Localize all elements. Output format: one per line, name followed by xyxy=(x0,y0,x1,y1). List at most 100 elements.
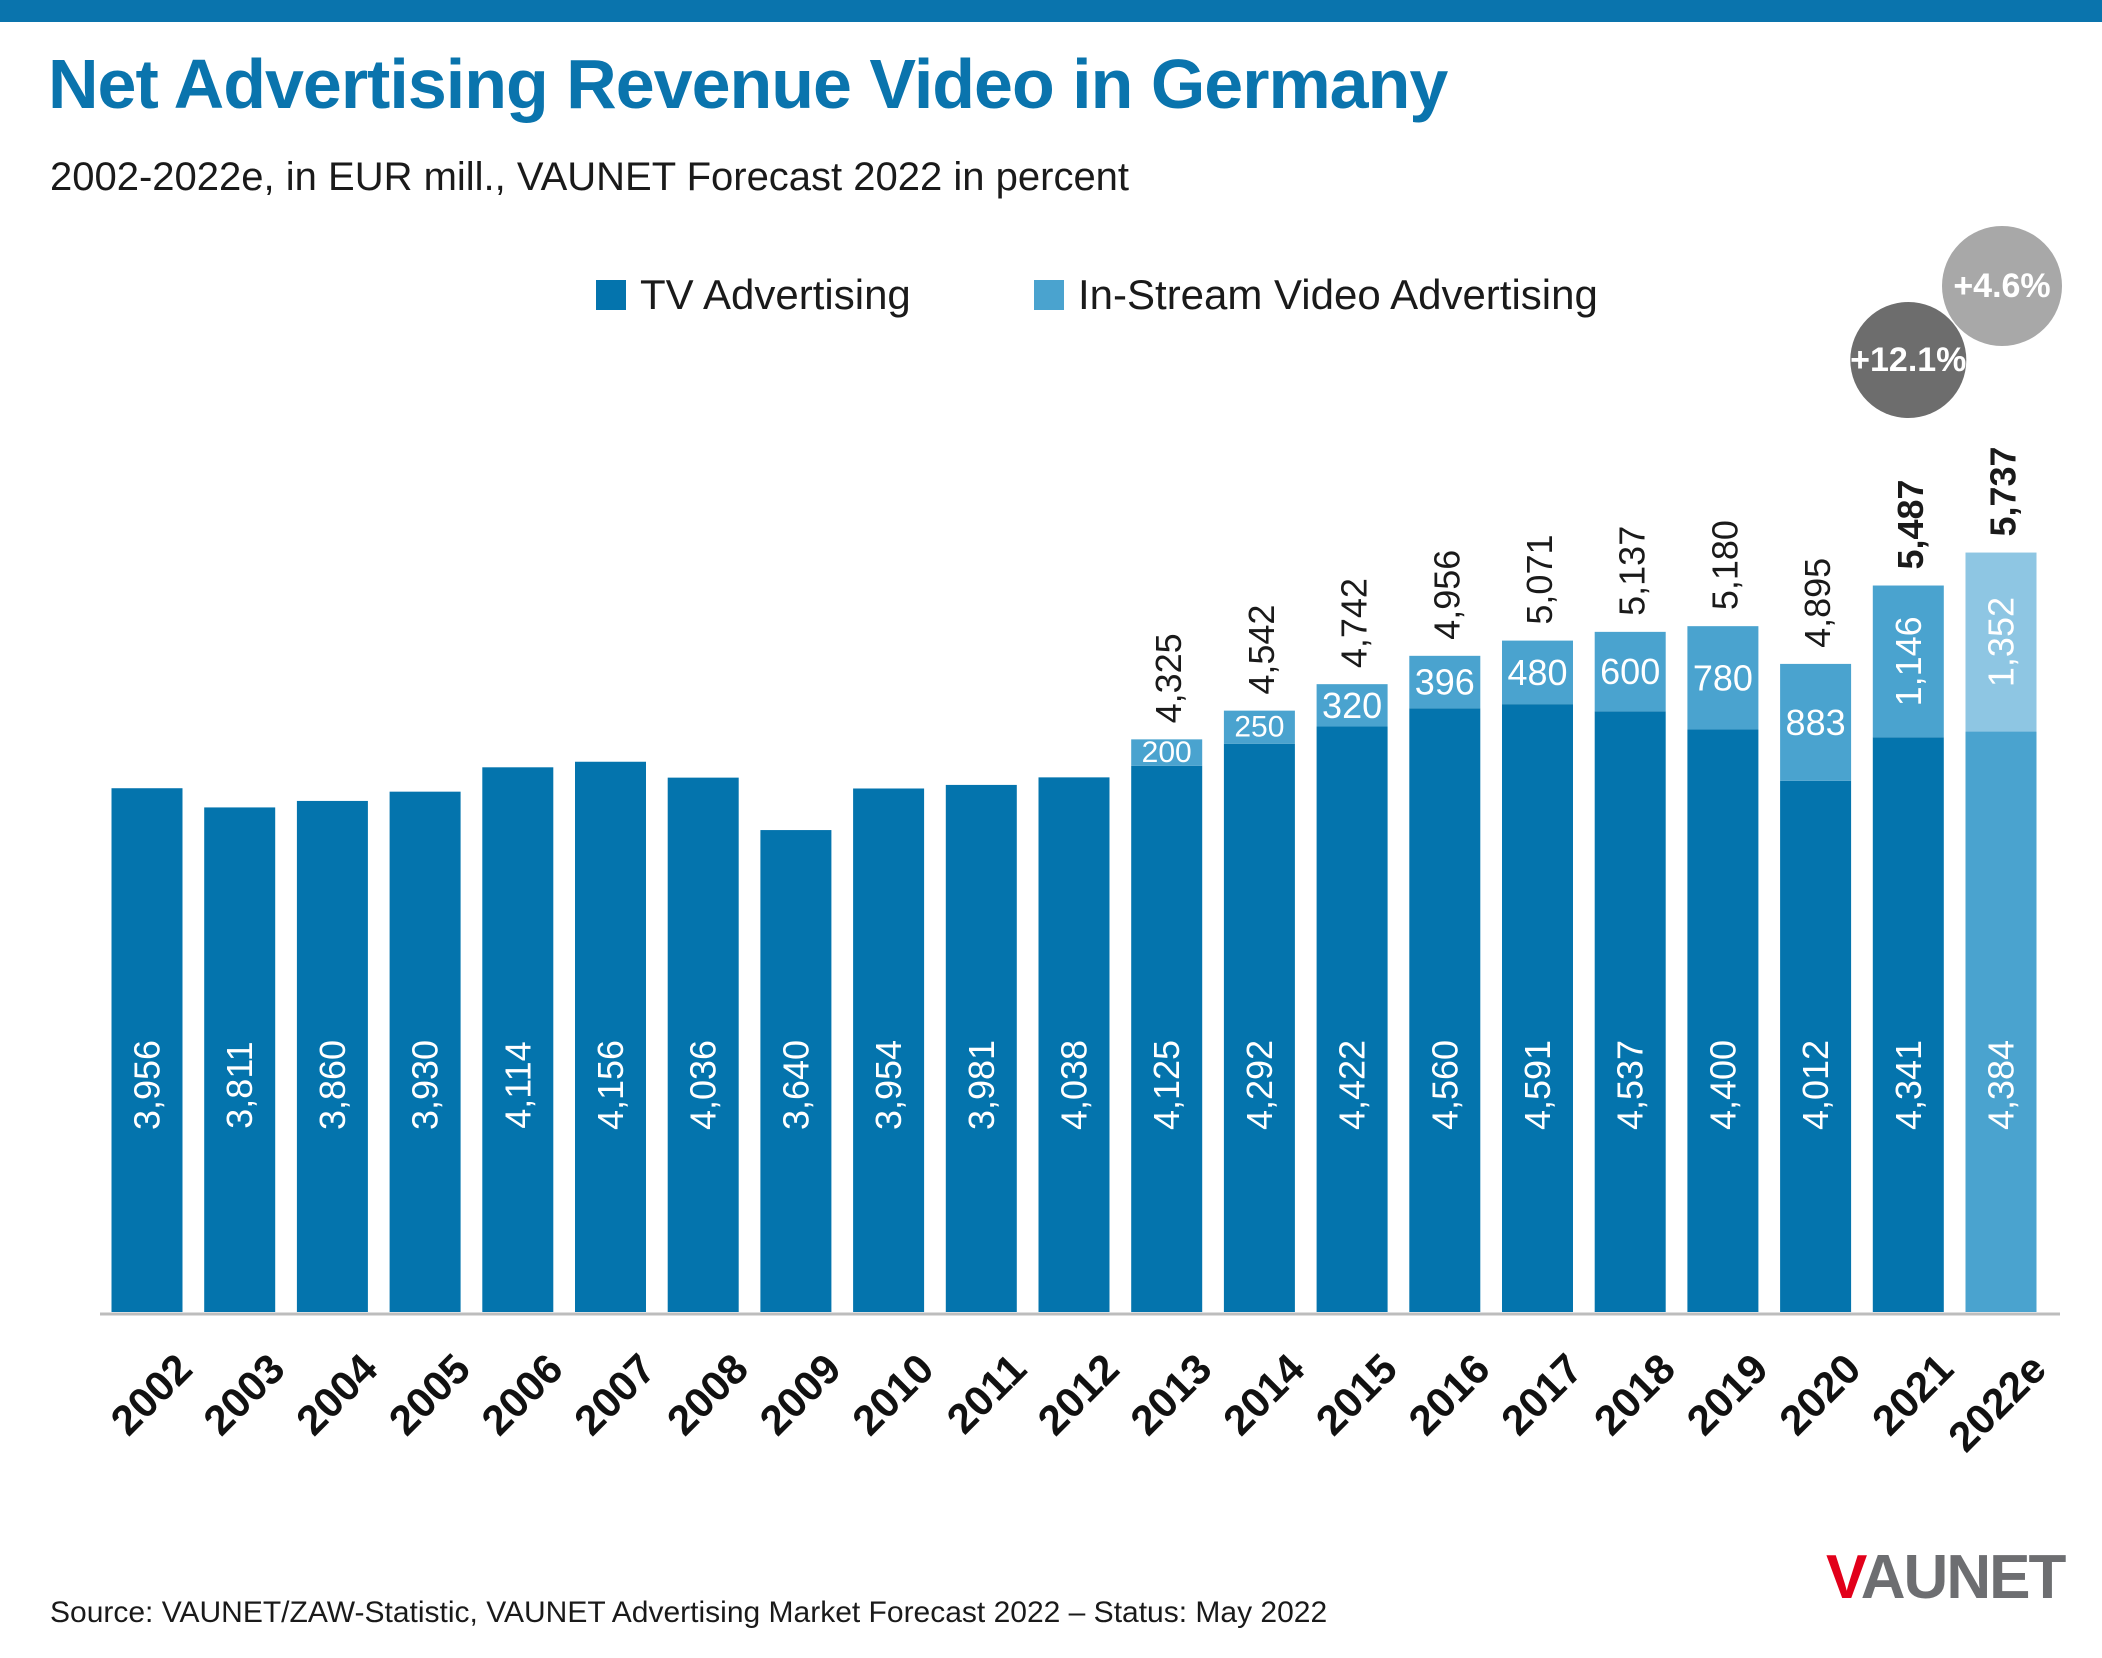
total-label-2021: 5,487 xyxy=(1890,479,1931,569)
value-label-tv-2004: 3,860 xyxy=(312,1040,353,1130)
value-label-tv-2016: 4,560 xyxy=(1424,1040,1465,1130)
bar-tv-2005 xyxy=(389,791,461,1312)
total-label-2018: 5,137 xyxy=(1612,526,1653,616)
value-label-tv-2008: 4,036 xyxy=(683,1040,724,1130)
x-tick-label-2015: 2015 xyxy=(1307,1345,1406,1444)
x-tick-label-2018: 2018 xyxy=(1585,1345,1684,1444)
bar-instream-2018 xyxy=(1594,631,1666,712)
source-note: Source: VAUNET/ZAW-Statistic, VAUNET Adv… xyxy=(50,1596,1328,1629)
chart-title: Net Advertising Revenue Video in Germany xyxy=(48,45,1448,123)
logo-v: V xyxy=(1826,1543,1863,1612)
bar-tv-2006 xyxy=(482,767,554,1312)
value-label-tv-2022e: 4,384 xyxy=(1981,1040,2022,1130)
bar-instream-2022e xyxy=(1965,552,2037,732)
value-label-tv-2007: 4,156 xyxy=(590,1040,631,1130)
x-tick-label-2012: 2012 xyxy=(1029,1345,1128,1444)
growth-badge-2022e xyxy=(1942,226,2062,346)
value-label-tv-2003: 3,811 xyxy=(219,1041,260,1128)
value-label-tv-2020: 4,012 xyxy=(1795,1040,1836,1130)
value-label-tv-2012: 4,038 xyxy=(1054,1040,1095,1130)
bar-tv-2002 xyxy=(111,788,183,1312)
bar-instream-2021 xyxy=(1872,585,1944,738)
value-label-tv-2006: 4,114 xyxy=(497,1041,538,1128)
legend-label-instream: In-Stream Video Advertising xyxy=(1078,271,1598,318)
value-label-instream-2018: 600 xyxy=(1600,651,1660,692)
value-label-tv-2015: 4,422 xyxy=(1332,1040,1373,1130)
bar-tv-2013 xyxy=(1131,765,1203,1312)
bar-tv-2018 xyxy=(1594,711,1666,1312)
bar-tv-2015 xyxy=(1316,726,1388,1312)
growth-badges: +12.1% +4.6% xyxy=(1850,226,2062,418)
x-tick-label-2009: 2009 xyxy=(750,1345,849,1444)
bar-instream-2017 xyxy=(1502,640,1573,705)
bar-tv-2008 xyxy=(667,777,739,1312)
bar-instream-2016 xyxy=(1409,655,1481,709)
value-label-instream-2020: 883 xyxy=(1786,702,1846,743)
x-tick-label-2022e: 2022e xyxy=(1939,1345,2055,1461)
value-label-tv-2002: 3,956 xyxy=(127,1040,168,1130)
bar-instream-2013 xyxy=(1131,739,1203,766)
value-label-tv-2013: 4,125 xyxy=(1146,1040,1187,1130)
x-tick-label-2002: 2002 xyxy=(102,1345,201,1444)
x-tick-label-2013: 2013 xyxy=(1121,1345,1220,1444)
total-label-2020: 4,895 xyxy=(1797,558,1838,648)
x-tick-label-2004: 2004 xyxy=(287,1344,387,1444)
x-tick-label-2005: 2005 xyxy=(380,1345,479,1444)
bar-tv-2011 xyxy=(945,784,1017,1312)
bar-tv-2003 xyxy=(204,807,276,1312)
x-tick-label-2017: 2017 xyxy=(1492,1345,1591,1444)
legend-label-tv: TV Advertising xyxy=(640,271,911,318)
value-label-tv-2018: 4,537 xyxy=(1610,1040,1651,1130)
x-tick-label-2003: 2003 xyxy=(194,1345,293,1444)
value-label-tv-2011: 3,981 xyxy=(961,1040,1002,1130)
x-tick-label-2011: 2011 xyxy=(937,1345,1035,1443)
bar-instream-2020 xyxy=(1780,663,1852,781)
x-tick-label-2020: 2020 xyxy=(1770,1345,1869,1444)
bar-tv-2016 xyxy=(1409,708,1481,1312)
x-tick-label-2007: 2007 xyxy=(565,1345,664,1444)
bar-instream-2014 xyxy=(1223,710,1295,744)
x-tick-label-2010: 2010 xyxy=(843,1345,942,1444)
bar-tv-2007 xyxy=(575,761,646,1312)
value-label-tv-2019: 4,400 xyxy=(1702,1040,1743,1130)
value-label-instream-2013: 200 xyxy=(1142,736,1192,769)
value-label-instream-2016: 396 xyxy=(1415,662,1475,703)
value-label-instream-2015: 320 xyxy=(1322,685,1382,726)
total-label-2015: 4,742 xyxy=(1334,578,1375,668)
value-label-instream-2022e: 1,352 xyxy=(1981,597,2022,687)
top-accent-bar xyxy=(0,0,2102,22)
vaunet-logo: VAUNET xyxy=(1826,1542,2066,1613)
value-label-tv-2017: 4,591 xyxy=(1517,1040,1558,1130)
total-label-2014: 4,542 xyxy=(1241,605,1282,695)
x-tick-label-2016: 2016 xyxy=(1399,1345,1498,1444)
growth-badge-label-2022e: +4.6% xyxy=(1953,267,2050,305)
value-label-instream-2021: 1,146 xyxy=(1888,616,1929,706)
value-label-instream-2019: 780 xyxy=(1693,657,1753,698)
bar-instream-2019 xyxy=(1687,626,1759,730)
value-label-instream-2017: 480 xyxy=(1507,652,1567,693)
legend: TV Advertising In-Stream Video Advertisin… xyxy=(596,271,1598,318)
total-label-2013: 4,325 xyxy=(1148,633,1189,723)
growth-badge-label-2021: +12.1% xyxy=(1850,341,1966,379)
bar-instream-2015 xyxy=(1316,684,1388,727)
value-label-tv-2014: 4,292 xyxy=(1239,1040,1280,1130)
x-tick-label-2006: 2006 xyxy=(472,1345,571,1444)
bar-tv-2014 xyxy=(1223,743,1295,1312)
legend-swatch-instream xyxy=(1034,280,1064,310)
value-label-tv-2009: 3,640 xyxy=(775,1040,816,1130)
x-tick-label-2008: 2008 xyxy=(658,1345,757,1444)
total-label-2019: 5,180 xyxy=(1704,520,1745,610)
total-label-2016: 4,956 xyxy=(1426,550,1467,640)
x-tick-label-2019: 2019 xyxy=(1677,1345,1776,1444)
bar-tv-2012 xyxy=(1038,777,1110,1312)
bar-tv-2022e xyxy=(1965,731,2037,1312)
bars: 3,956 3,811 3,860 3,930 4,114 4,156 4,036 3,640… xyxy=(111,446,2037,1312)
bar-tv-2017 xyxy=(1502,704,1573,1312)
bar-tv-2020 xyxy=(1780,780,1852,1312)
legend-swatch-tv xyxy=(596,280,626,310)
x-tick-label-2014: 2014 xyxy=(1214,1344,1314,1444)
growth-badge-2021 xyxy=(1850,302,1967,418)
chart-subtitle: 2002-2022e, in EUR mill., VAUNET Forecas… xyxy=(50,155,1130,199)
value-label-instream-2014: 250 xyxy=(1234,711,1284,744)
